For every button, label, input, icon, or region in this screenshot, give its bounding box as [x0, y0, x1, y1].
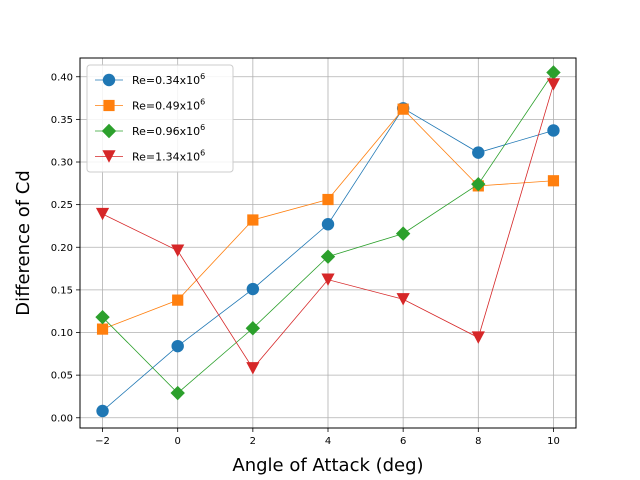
grid — [80, 58, 576, 428]
legend-marker — [102, 150, 116, 163]
x-tick-label: −2 — [95, 436, 110, 447]
data-point — [321, 218, 335, 231]
legend-label: Re=0.96x106 — [132, 123, 205, 138]
x-tick-label: 6 — [400, 436, 406, 447]
data-point — [547, 175, 560, 187]
legend-box — [86, 64, 234, 173]
data-point — [472, 146, 485, 159]
y-tick-label: 0.25 — [51, 200, 73, 211]
y-tick-label: 0.15 — [51, 285, 73, 296]
data-point — [395, 226, 411, 241]
legend-marker — [103, 99, 115, 112]
data-point — [397, 103, 409, 115]
legend-item: Re=0.49x106 — [95, 98, 205, 113]
y-tick-label: 0.00 — [51, 413, 73, 424]
x-tick-label: 2 — [250, 436, 256, 447]
legend-label: Re=1.34x106 — [132, 149, 205, 164]
series-3 — [95, 65, 561, 401]
legend-label: Re=0.49x106 — [132, 98, 205, 113]
legend-item: Re=1.34x106 — [95, 149, 205, 164]
series-4 — [95, 78, 561, 375]
x-axis-label: Angle of Attack (deg) — [232, 455, 423, 476]
x-tick-label: 0 — [175, 436, 181, 447]
legend-label: Re=0.34x106 — [132, 72, 205, 87]
data-point — [246, 362, 260, 375]
y-axis-ticks: 0.00 0.05 0.10 0.15 0.20 0.25 0.30 0.35 0.40 — [51, 72, 80, 424]
data-point — [471, 176, 486, 192]
y-tick-label: 0.40 — [51, 72, 73, 83]
legend-marker — [102, 73, 116, 87]
data-point — [396, 293, 410, 306]
y-tick-label: 0.10 — [51, 328, 73, 339]
data-point — [171, 244, 185, 257]
x-tick-label: 8 — [475, 436, 481, 447]
x-axis-ticks: −2 0 2 4 6 8 10 — [95, 428, 560, 447]
data-point — [246, 282, 260, 296]
data-point — [471, 331, 485, 344]
y-tick-label: 0.30 — [51, 158, 73, 169]
data-point — [172, 294, 184, 306]
x-tick-label: 4 — [325, 436, 331, 447]
data-point — [95, 207, 110, 221]
data-point — [547, 124, 560, 137]
data-point — [546, 65, 561, 80]
data-point — [321, 273, 335, 286]
legend-item: Re=0.34x106 — [95, 72, 205, 87]
y-tick-label: 0.20 — [51, 243, 73, 254]
data-point — [245, 321, 261, 336]
data-point — [320, 249, 336, 264]
data-point — [546, 78, 561, 91]
series-layer — [95, 65, 561, 418]
data-point — [171, 339, 184, 353]
data-point — [95, 309, 110, 325]
y-tick-label: 0.35 — [51, 115, 73, 126]
legend: Re=0.34x106 Re=0.49x106 Re=0.96x106 Re=1.34… — [86, 64, 234, 173]
data-point — [170, 385, 185, 401]
legend-item: Re=0.96x106 — [95, 123, 205, 139]
data-point — [96, 323, 109, 335]
data-point — [96, 404, 109, 418]
data-point — [247, 214, 259, 226]
y-tick-label: 0.05 — [51, 371, 73, 382]
y-axis-label: Difference of Cd — [13, 170, 34, 316]
data-point — [322, 193, 334, 206]
x-tick-label: 10 — [547, 436, 560, 447]
legend-marker — [101, 123, 117, 139]
series-1 — [96, 102, 560, 418]
